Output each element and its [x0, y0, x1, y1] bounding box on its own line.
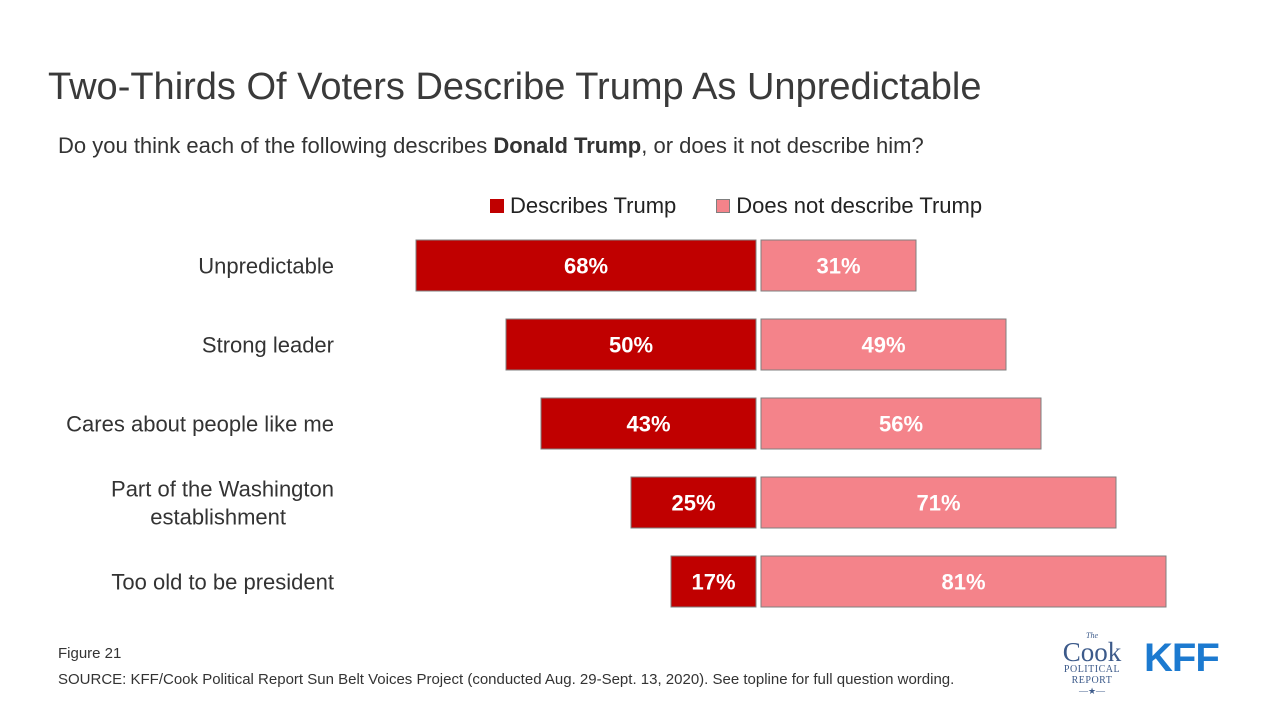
bar-describes [505, 318, 757, 371]
chart-subtitle: Do you think each of the following descr… [58, 133, 924, 159]
bar-describes [630, 476, 757, 529]
data-label-does-not: 81% [941, 570, 985, 595]
subtitle-before: Do you think each of the following descr… [58, 133, 494, 158]
bar-does-not [760, 239, 917, 292]
data-label-does-not: 71% [916, 491, 960, 516]
legend-swatch-describes [490, 199, 504, 213]
bar-does-not [760, 397, 1042, 450]
legend-item-describes: Describes Trump [490, 193, 676, 219]
data-label-describes: 50% [609, 333, 653, 358]
data-label-does-not: 56% [879, 412, 923, 437]
chart-title: Two-Thirds Of Voters Describe Trump As U… [48, 66, 982, 108]
category-label: Unpredictable [198, 254, 334, 279]
kff-logo: KFF [1144, 636, 1220, 680]
bar-does-not [760, 555, 1167, 608]
bar-describes [540, 397, 757, 450]
bar-describes [415, 239, 757, 292]
category-label: Too old to be president [111, 570, 334, 595]
category-label: Part of the Washington establishment [111, 477, 334, 530]
subtitle-after: , or does it not describe him? [641, 133, 924, 158]
legend-item-does-not: Does not describe Trump [716, 193, 982, 219]
data-label-describes: 25% [671, 491, 715, 516]
legend-swatch-does-not [716, 199, 731, 213]
bar-does-not [760, 476, 1117, 529]
bar-describes [670, 555, 757, 608]
figure-label: Figure 21 [58, 645, 122, 662]
chart-legend: Describes Trump Does not describe Trump [490, 193, 1022, 219]
legend-label-does-not: Does not describe Trump [736, 193, 983, 218]
category-label: Strong leader [202, 333, 334, 358]
subtitle-bold: Donald Trump [493, 133, 642, 158]
data-label-does-not: 49% [861, 333, 905, 358]
data-label-describes: 43% [626, 412, 670, 437]
data-label-describes: 17% [691, 570, 735, 595]
data-label-does-not: 31% [816, 254, 860, 279]
category-label: Cares about people like me [66, 412, 334, 437]
bar-does-not [760, 318, 1007, 371]
source-note: SOURCE: KFF/Cook Political Report Sun Be… [58, 671, 955, 688]
data-label-describes: 68% [564, 254, 608, 279]
legend-label-describes: Describes Trump [510, 193, 677, 218]
cook-political-report-logo: The Cook POLITICAL REPORT —★— [1062, 631, 1122, 697]
